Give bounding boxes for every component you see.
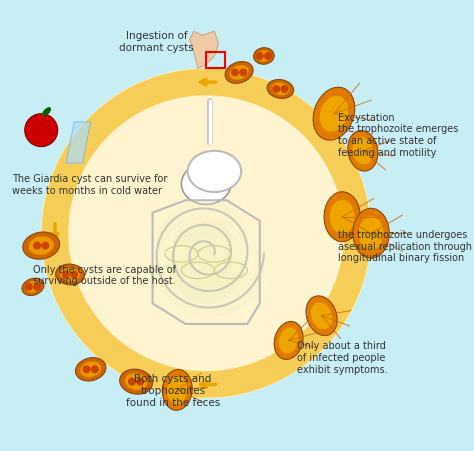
Ellipse shape [163, 370, 192, 410]
Circle shape [26, 284, 32, 290]
Text: Both cysts and
trophozoites
found in the feces: Both cysts and trophozoites found in the… [126, 373, 220, 407]
Ellipse shape [353, 138, 373, 165]
Polygon shape [190, 32, 219, 69]
Ellipse shape [256, 51, 271, 63]
Ellipse shape [279, 328, 299, 354]
Circle shape [34, 284, 40, 290]
Ellipse shape [225, 62, 253, 84]
Ellipse shape [167, 376, 188, 404]
Ellipse shape [182, 164, 231, 205]
Ellipse shape [60, 267, 80, 282]
Ellipse shape [229, 66, 249, 81]
Circle shape [240, 70, 246, 77]
Circle shape [264, 54, 271, 60]
Ellipse shape [28, 237, 54, 256]
Circle shape [137, 378, 144, 385]
Circle shape [42, 69, 371, 398]
Circle shape [281, 87, 288, 93]
Circle shape [34, 243, 40, 249]
Ellipse shape [267, 80, 294, 99]
Ellipse shape [330, 200, 355, 234]
Ellipse shape [313, 88, 355, 141]
Text: Excystation
the trophozoite emerges
to an active state of
feeding and motility: Excystation the trophozoite emerges to a… [338, 113, 458, 157]
Circle shape [63, 272, 69, 278]
Circle shape [71, 272, 78, 278]
Ellipse shape [43, 108, 51, 116]
Ellipse shape [169, 221, 243, 304]
Text: the trophozoite undergoes
asexual replication through
longitudinal binary fissio: the trophozoite undergoes asexual replic… [338, 230, 472, 262]
Ellipse shape [254, 49, 274, 65]
Circle shape [91, 366, 98, 373]
Text: The Giardia cyst can survive for
weeks to months in cold water: The Giardia cyst can survive for weeks t… [12, 174, 168, 195]
Ellipse shape [188, 152, 241, 193]
Text: Only the cysts are capable of
surviving outside of the host.: Only the cysts are capable of surviving … [33, 264, 176, 285]
Ellipse shape [319, 97, 348, 133]
Polygon shape [66, 123, 91, 164]
Circle shape [42, 243, 49, 249]
Circle shape [232, 70, 238, 77]
Polygon shape [42, 69, 371, 398]
Circle shape [256, 54, 263, 60]
Ellipse shape [324, 193, 360, 242]
Ellipse shape [119, 369, 153, 394]
Ellipse shape [271, 83, 290, 97]
Ellipse shape [353, 209, 389, 258]
Circle shape [83, 366, 90, 373]
Ellipse shape [359, 217, 383, 251]
Ellipse shape [23, 233, 60, 260]
Ellipse shape [311, 303, 332, 330]
Ellipse shape [75, 358, 106, 381]
Text: Ingestion of
dormant cysts: Ingestion of dormant cysts [119, 31, 194, 53]
Text: Only about a third
of infected people
exhibit symptoms.: Only about a third of infected people ex… [297, 341, 387, 374]
Circle shape [25, 115, 58, 147]
Circle shape [273, 87, 280, 93]
Ellipse shape [348, 131, 378, 172]
Ellipse shape [125, 373, 147, 391]
Ellipse shape [80, 361, 101, 377]
Ellipse shape [306, 296, 337, 336]
Ellipse shape [22, 279, 44, 296]
Circle shape [128, 378, 135, 385]
Ellipse shape [25, 281, 41, 293]
Ellipse shape [55, 265, 84, 285]
Ellipse shape [274, 322, 303, 359]
